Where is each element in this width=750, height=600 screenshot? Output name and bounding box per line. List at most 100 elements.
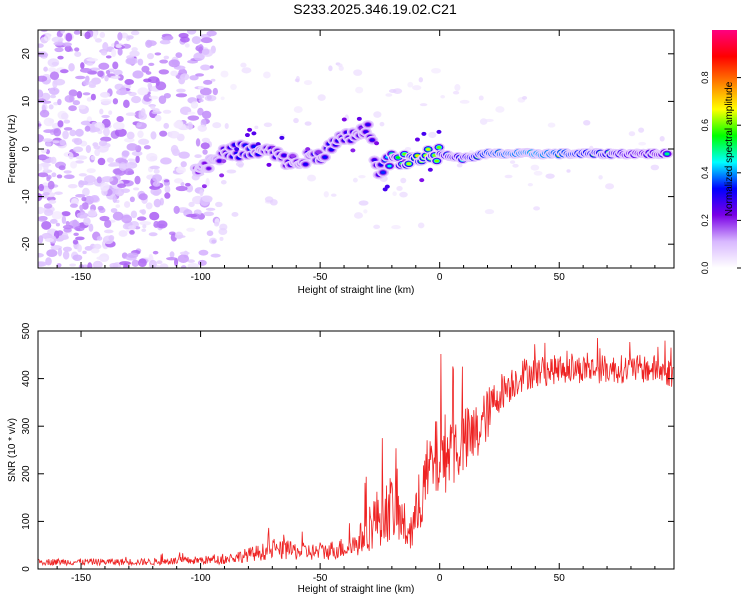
noise-blob — [138, 258, 147, 268]
noise-blob — [57, 55, 64, 60]
noise-blob — [62, 246, 72, 252]
noise-blob — [195, 73, 205, 77]
noise-blob — [125, 112, 136, 117]
noise-blob — [121, 150, 130, 157]
noise-blob — [200, 142, 210, 150]
noise-blob — [194, 154, 202, 159]
noise-blob — [123, 201, 131, 208]
ridge-blob — [434, 159, 440, 163]
faint-blob — [478, 95, 484, 101]
noise-blob — [68, 105, 77, 112]
ridge-side-blob — [419, 178, 425, 183]
noise-blob — [137, 216, 147, 221]
noise-blob — [99, 108, 104, 115]
noise-blob — [75, 160, 85, 164]
faint-blob — [566, 169, 571, 173]
faint-blob — [440, 94, 446, 99]
noise-blob — [117, 47, 123, 56]
ridge-blob — [370, 138, 375, 142]
noise-blob — [174, 257, 179, 267]
colorbar-tick-label: 0.0 — [700, 262, 710, 275]
noise-blob — [134, 175, 141, 185]
noise-blob — [149, 165, 160, 170]
noise-blob — [118, 230, 128, 237]
noise-blob — [50, 94, 57, 99]
noise-blob — [153, 220, 160, 229]
noise-blob — [123, 168, 134, 176]
noise-blob — [68, 152, 74, 160]
noise-blob — [99, 91, 111, 98]
noise-blob — [58, 234, 69, 240]
snr-y-tick-label: 200 — [21, 465, 32, 482]
faint-blob — [547, 122, 556, 128]
faint-blob — [509, 160, 516, 164]
noise-blob — [42, 138, 53, 143]
noise-blob — [39, 109, 50, 118]
noise-blob — [162, 109, 172, 114]
noise-blob — [81, 202, 89, 210]
noise-blob — [124, 78, 134, 85]
noise-blob — [104, 219, 112, 228]
noise-blob — [85, 144, 92, 154]
noise-blob — [64, 45, 72, 52]
ridge-blob — [363, 130, 369, 134]
noise-blob — [187, 30, 197, 35]
noise-blob — [82, 92, 91, 96]
faint-blob — [293, 117, 299, 124]
colorbar-tick-label: 0.2 — [700, 214, 710, 227]
noise-blob — [111, 48, 117, 58]
noise-blob — [43, 162, 49, 172]
noise-blob — [75, 194, 86, 198]
noise-blob — [55, 222, 60, 227]
snr-frame — [37, 330, 675, 570]
noise-blob — [48, 199, 57, 204]
noise-blob — [206, 95, 212, 101]
faint-blob — [231, 212, 239, 217]
ridge-blob — [395, 156, 401, 159]
faint-blob — [452, 90, 460, 95]
faint-blob — [598, 175, 603, 180]
noise-blob — [158, 69, 170, 75]
snr-x-tick-label: -50 — [313, 573, 328, 584]
ridge-blob — [380, 171, 386, 174]
noise-blob — [168, 130, 180, 139]
noise-blob — [68, 63, 75, 72]
noise-blob — [51, 36, 64, 43]
snr-y-axis: 0 100 200 300 400 500 — [21, 322, 674, 572]
noise-blob — [86, 168, 96, 174]
ridge-side-blob — [436, 129, 442, 134]
noise-blob — [94, 38, 102, 43]
noise-blob — [62, 130, 69, 140]
ridge-blob — [206, 167, 211, 170]
noise-blob — [61, 215, 67, 225]
noise-blob — [114, 128, 127, 137]
spectrogram-y-tick-label: 0 — [21, 146, 32, 152]
faint-blob — [545, 173, 555, 179]
faint-blob — [400, 177, 407, 184]
noise-blob — [60, 30, 66, 34]
noise-blob — [117, 74, 124, 81]
noise-blob — [169, 251, 175, 258]
colorbar-tick-label: 0.6 — [700, 119, 710, 132]
faint-blob — [240, 62, 247, 68]
noise-blob — [129, 229, 135, 235]
faint-blob — [263, 122, 273, 128]
noise-blob — [102, 100, 112, 105]
spectrogram-noise-blobs — [38, 30, 665, 268]
noise-blob — [84, 31, 91, 40]
noise-blob — [200, 37, 213, 44]
noise-blob — [72, 146, 84, 153]
faint-blob — [293, 106, 303, 114]
colorbar: 0.0 0.2 0.4 0.6 0.8 Normalized spectral ampl… — [700, 30, 741, 274]
noise-blob — [86, 58, 99, 62]
faint-blob — [431, 67, 441, 74]
noise-blob — [170, 144, 179, 154]
noise-blob — [131, 150, 143, 157]
noise-blob — [43, 66, 48, 72]
noise-blob — [175, 93, 188, 98]
colorbar-tick-label: 0.4 — [700, 167, 710, 180]
noise-blob — [51, 172, 57, 178]
noise-blob — [97, 205, 104, 211]
